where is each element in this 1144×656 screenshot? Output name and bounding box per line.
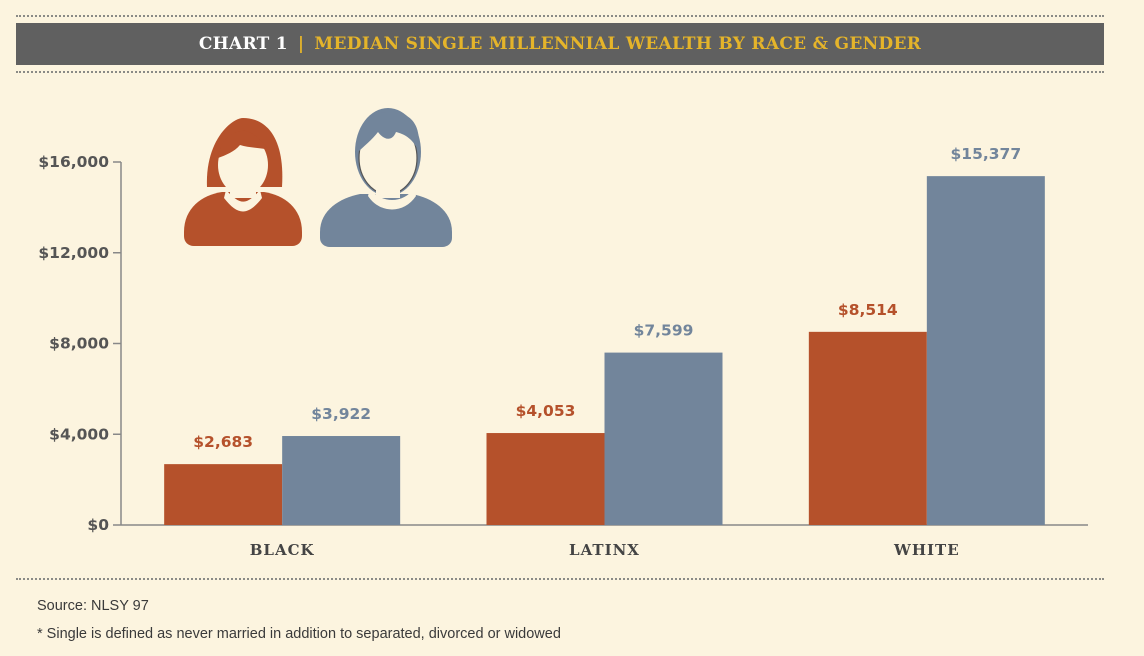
y-tick-label: $12,000 [38,244,109,262]
bar [604,352,723,525]
header-bottom-dotted-rule [16,71,1104,73]
category-label: LATINX [569,541,640,559]
bar-chart: $0 $4,000 $8,000 $12,000 $16,000 $2,683 $3,92… [38,108,1088,559]
value-label: $15,377 [951,145,1022,163]
top-dotted-rule [16,15,1104,17]
y-tick-label: $0 [87,516,109,534]
category-label: WHITE [893,541,960,559]
source-note: Source: NLSY 97 [37,598,149,614]
labels: $2,683 $3,922 BLACK $4,053 $7,599 LATINX $8,51… [193,145,1021,559]
value-label: $2,683 [193,433,253,451]
value-label: $3,922 [311,405,371,423]
footer-dotted-rule [16,578,1104,580]
value-label: $4,053 [516,402,576,420]
chart-number: CHART 1 [198,34,288,54]
definition-note: * Single is defined as never married in … [37,626,561,642]
chart-header: CHART 1 | MEDIAN SINGLE MILLENNIAL WEALT… [16,23,1104,65]
bar [282,436,401,525]
y-tick-label: $8,000 [49,335,109,353]
value-label: $7,599 [634,322,694,340]
header-separator: | [297,34,305,54]
bar [486,433,605,525]
bar [808,331,927,525]
y-tick-label: $4,000 [49,425,109,443]
bars [164,176,1045,525]
male-icon [320,108,452,247]
value-label: $8,514 [838,301,898,319]
bar [926,176,1045,525]
chart-title: MEDIAN SINGLE MILLENNIAL WEALTH BY RACE … [314,34,922,54]
female-icon [184,118,302,246]
y-tick-label: $16,000 [38,153,109,171]
bar [164,464,283,525]
category-label: BLACK [250,541,315,559]
